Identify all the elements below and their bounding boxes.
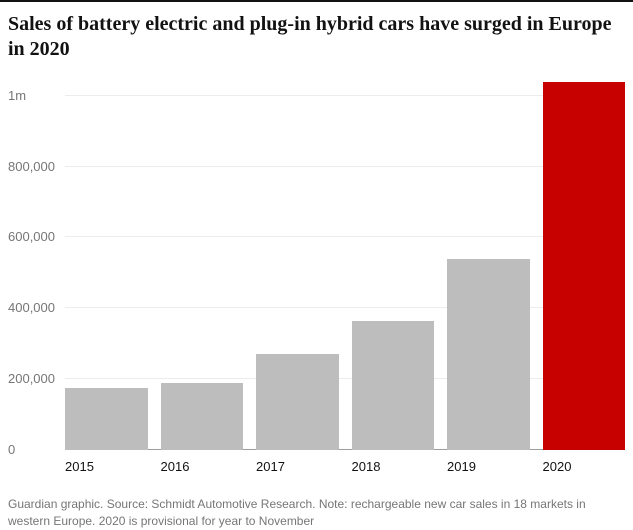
gridline (65, 94, 625, 96)
x-axis-label: 2017 (256, 459, 285, 474)
y-tick-label: 600,000 (8, 229, 55, 245)
gridline (65, 165, 625, 167)
y-tick-label: 1m (8, 87, 27, 103)
x-axis-label: 2018 (351, 459, 381, 474)
y-tick-label: 800,000 (8, 158, 55, 174)
source-note: Guardian graphic. Source: Schmidt Automo… (8, 497, 586, 528)
gridline (65, 236, 625, 238)
bar-2017 (256, 354, 339, 450)
bar-2016 (160, 383, 243, 450)
x-axis-label: 2020 (542, 459, 572, 474)
y-tick-label: 400,000 (8, 300, 55, 316)
bar-2019 (447, 259, 530, 450)
gridline (65, 307, 625, 309)
page-title: Sales of battery electric and plug-in hy… (8, 13, 612, 60)
x-axis-labels: 2015 2016 2017 2018 2019 2020 (65, 450, 625, 474)
bar-chart: 0 200,000 400,000 600,000 800,000 1m (8, 78, 625, 457)
x-axis-line (65, 449, 625, 450)
x-axis-label: 2015 (65, 459, 94, 474)
x-axis-label: 2016 (160, 459, 190, 474)
bar-2020 (542, 82, 625, 450)
gridline (65, 378, 625, 380)
plot-area (65, 78, 625, 450)
y-tick-label: 0 (8, 442, 16, 457)
x-axis-label: 2019 (447, 459, 476, 474)
bar-2015 (65, 388, 148, 450)
bar-2018 (351, 321, 434, 450)
y-tick-label: 200,000 (8, 371, 55, 387)
